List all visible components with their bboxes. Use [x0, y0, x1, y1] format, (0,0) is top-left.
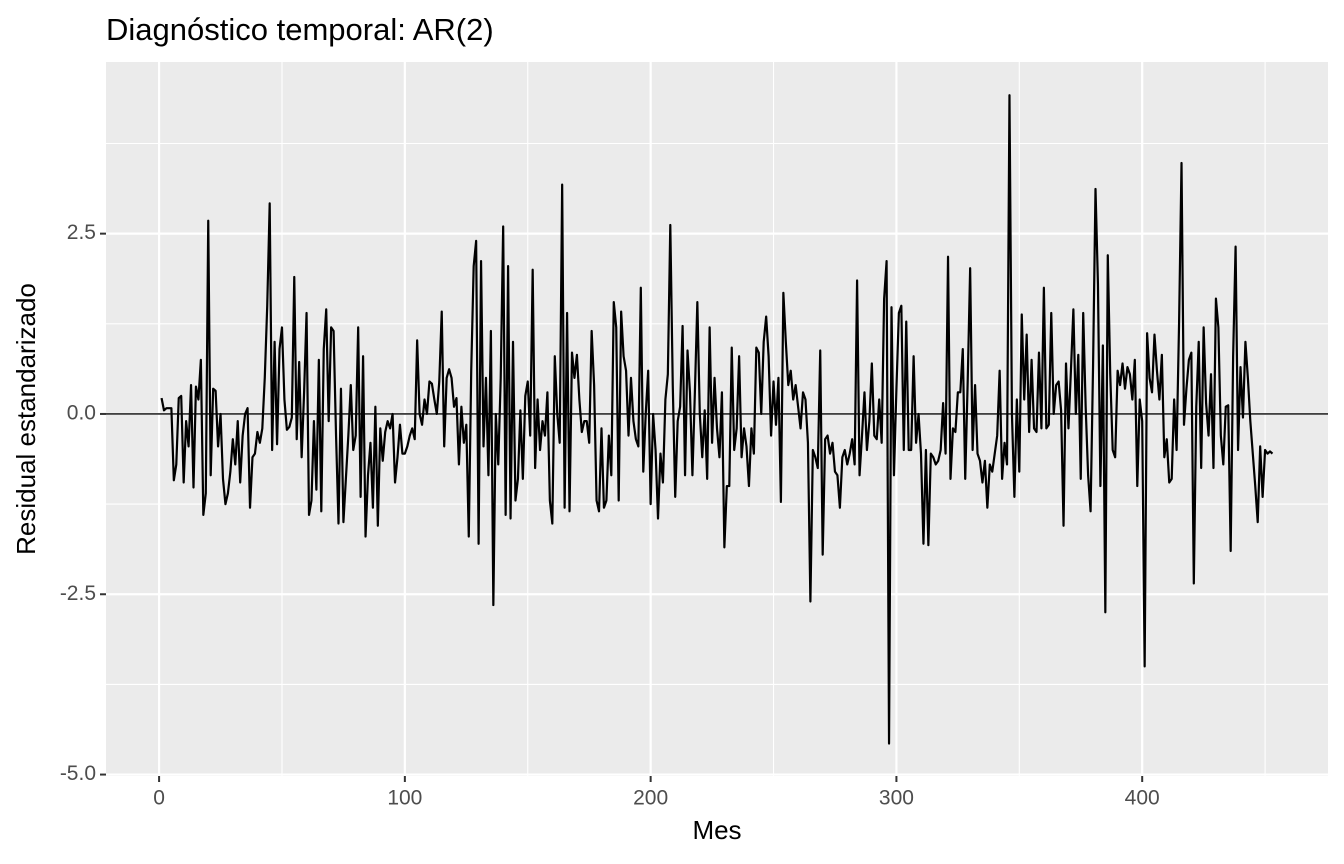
y-axis-title: Residual estandarizado	[11, 283, 41, 555]
x-tick-label: 0	[153, 787, 165, 810]
x-tick-label: 200	[633, 787, 668, 810]
x-axis-title: Mes	[692, 815, 741, 845]
y-tick-label: -2.5	[60, 582, 96, 605]
y-tick-label: -5.0	[60, 762, 96, 785]
series-line	[160, 94, 1274, 745]
x-tick-label: 400	[1125, 787, 1160, 810]
x-tick-label: 100	[387, 787, 422, 810]
marks	[106, 94, 1328, 745]
x-tick-label: 300	[879, 787, 914, 810]
grid	[106, 62, 1328, 776]
chart-title: Diagnóstico temporal: AR(2)	[106, 12, 494, 47]
axes: -5.0 -2.5 0.0 2.5 0 100 200 300 400	[60, 221, 1160, 809]
y-tick-label: 2.5	[67, 221, 96, 244]
y-tick-label: 0.0	[67, 401, 96, 424]
